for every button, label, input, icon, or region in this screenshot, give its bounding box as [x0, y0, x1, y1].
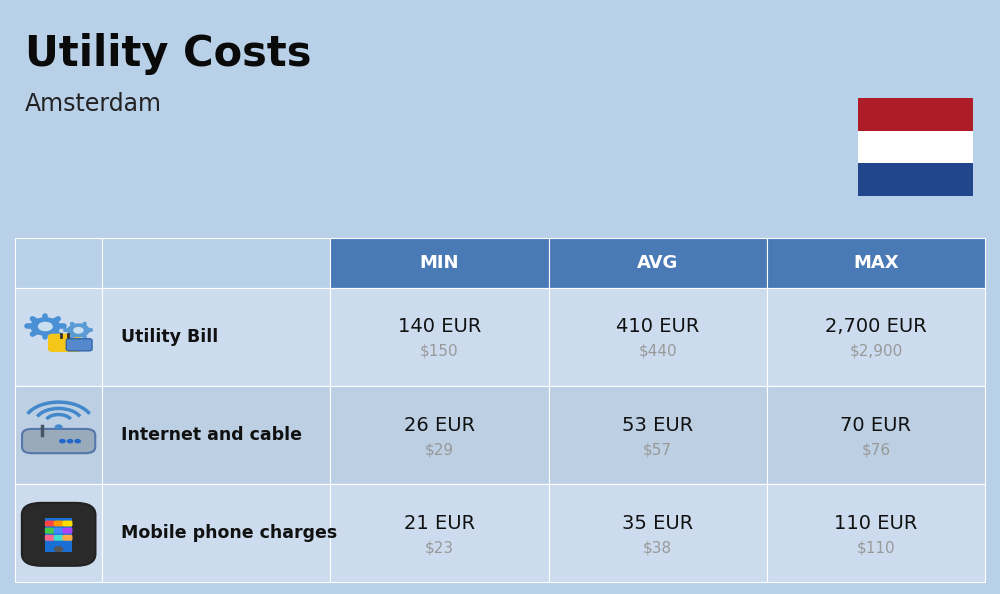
FancyBboxPatch shape — [767, 484, 985, 582]
FancyBboxPatch shape — [15, 287, 102, 386]
Text: $76: $76 — [861, 442, 890, 457]
Text: AVG: AVG — [637, 254, 678, 271]
Text: $57: $57 — [643, 442, 672, 457]
FancyBboxPatch shape — [62, 520, 72, 526]
FancyBboxPatch shape — [858, 98, 973, 131]
FancyBboxPatch shape — [330, 484, 548, 582]
FancyBboxPatch shape — [48, 334, 81, 352]
FancyBboxPatch shape — [54, 527, 64, 533]
FancyBboxPatch shape — [548, 386, 767, 484]
Text: Utility Costs: Utility Costs — [25, 33, 312, 75]
FancyBboxPatch shape — [54, 520, 64, 526]
FancyBboxPatch shape — [54, 535, 64, 541]
Circle shape — [68, 324, 89, 337]
Circle shape — [60, 440, 65, 443]
Text: 53 EUR: 53 EUR — [622, 416, 693, 435]
Text: 140 EUR: 140 EUR — [398, 317, 481, 336]
Text: 410 EUR: 410 EUR — [616, 317, 699, 336]
Text: 70 EUR: 70 EUR — [840, 416, 911, 435]
Circle shape — [55, 547, 63, 552]
Text: 2,700 EUR: 2,700 EUR — [825, 317, 927, 336]
Circle shape — [55, 425, 62, 429]
Circle shape — [75, 440, 80, 443]
FancyBboxPatch shape — [330, 386, 548, 484]
Text: 26 EUR: 26 EUR — [404, 416, 475, 435]
FancyBboxPatch shape — [767, 238, 985, 287]
FancyBboxPatch shape — [548, 484, 767, 582]
Text: $38: $38 — [643, 541, 672, 555]
Text: 21 EUR: 21 EUR — [404, 514, 475, 533]
FancyBboxPatch shape — [62, 535, 72, 541]
Text: $110: $110 — [857, 541, 895, 555]
FancyBboxPatch shape — [66, 339, 92, 351]
FancyBboxPatch shape — [15, 484, 102, 582]
FancyBboxPatch shape — [102, 386, 330, 484]
Text: 35 EUR: 35 EUR — [622, 514, 693, 533]
Circle shape — [31, 318, 60, 335]
FancyBboxPatch shape — [22, 503, 95, 566]
FancyBboxPatch shape — [45, 535, 55, 541]
Text: $29: $29 — [425, 442, 454, 457]
Text: MAX: MAX — [853, 254, 899, 271]
Text: $440: $440 — [638, 344, 677, 359]
FancyBboxPatch shape — [102, 484, 330, 582]
Circle shape — [74, 328, 83, 333]
Text: $2,900: $2,900 — [849, 344, 903, 359]
FancyBboxPatch shape — [548, 238, 767, 287]
Text: MIN: MIN — [420, 254, 459, 271]
FancyBboxPatch shape — [15, 386, 102, 484]
FancyBboxPatch shape — [45, 527, 55, 533]
FancyBboxPatch shape — [102, 238, 330, 287]
Text: Internet and cable: Internet and cable — [121, 426, 302, 444]
Text: $23: $23 — [425, 541, 454, 555]
FancyBboxPatch shape — [767, 386, 985, 484]
FancyBboxPatch shape — [858, 131, 973, 163]
FancyBboxPatch shape — [15, 238, 102, 287]
FancyBboxPatch shape — [548, 287, 767, 386]
FancyBboxPatch shape — [45, 520, 55, 526]
Text: Utility Bill: Utility Bill — [121, 328, 218, 346]
FancyBboxPatch shape — [330, 287, 548, 386]
FancyBboxPatch shape — [330, 238, 548, 287]
Circle shape — [39, 323, 52, 330]
FancyBboxPatch shape — [767, 287, 985, 386]
FancyBboxPatch shape — [22, 429, 95, 453]
Text: Amsterdam: Amsterdam — [25, 92, 162, 116]
FancyBboxPatch shape — [62, 527, 72, 533]
Circle shape — [67, 440, 73, 443]
FancyBboxPatch shape — [102, 287, 330, 386]
FancyBboxPatch shape — [45, 519, 72, 552]
Text: $150: $150 — [420, 344, 459, 359]
FancyBboxPatch shape — [858, 163, 973, 196]
Text: Mobile phone charges: Mobile phone charges — [121, 524, 337, 542]
Text: 110 EUR: 110 EUR — [834, 514, 918, 533]
